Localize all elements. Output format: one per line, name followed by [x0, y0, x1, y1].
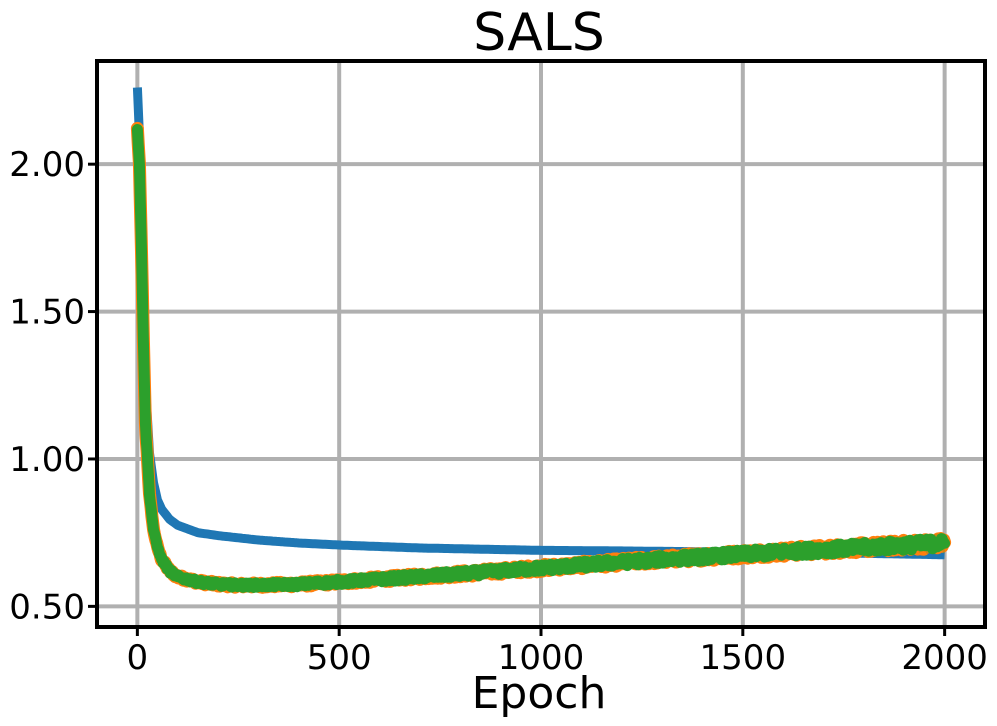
x-tick-label: 500 — [307, 638, 372, 678]
x-axis-label: Epoch — [472, 668, 607, 719]
grid-layer — [97, 61, 985, 627]
x-tick-label: 2000 — [901, 638, 988, 678]
x-tick-label: 1000 — [498, 638, 585, 678]
series-line — [131, 124, 951, 593]
series-layer — [130, 87, 952, 594]
y-tick-label: 0.50 — [9, 587, 85, 627]
y-tick-label: 1.00 — [9, 440, 85, 480]
chart-title: SALS — [473, 3, 605, 63]
x-tick-label: 0 — [127, 638, 149, 678]
y-tick-label: 1.50 — [9, 293, 85, 333]
x-tick-label: 1500 — [700, 638, 787, 678]
series-3 — [131, 124, 951, 593]
y-tick-label: 2.00 — [9, 145, 85, 185]
tick-layer: 0 500 1000 1500 2000 0.50 1.00 1.50 2.00 — [9, 145, 988, 678]
